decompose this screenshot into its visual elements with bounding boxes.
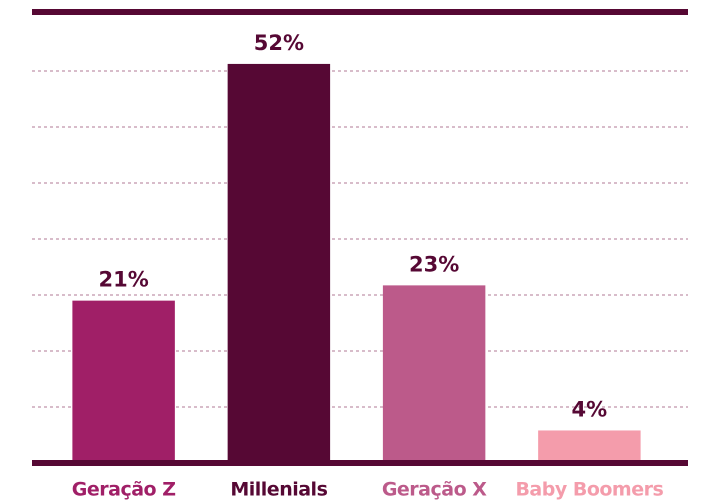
bar (72, 300, 175, 461)
bar (227, 63, 331, 461)
x-tick-label: Baby Boomers (515, 479, 663, 501)
bar (538, 430, 641, 461)
x-tick-label: Geração X (382, 479, 487, 501)
value-label: 4% (572, 397, 608, 421)
value-label: 21% (98, 268, 148, 292)
x-tick-label: Geração Z (72, 479, 176, 501)
bar (382, 285, 486, 461)
x-tick-label: Millenials (230, 479, 327, 501)
top-rule (32, 9, 688, 15)
baseline (32, 460, 688, 466)
value-label: 23% (409, 252, 459, 276)
value-label: 52% (254, 31, 304, 55)
